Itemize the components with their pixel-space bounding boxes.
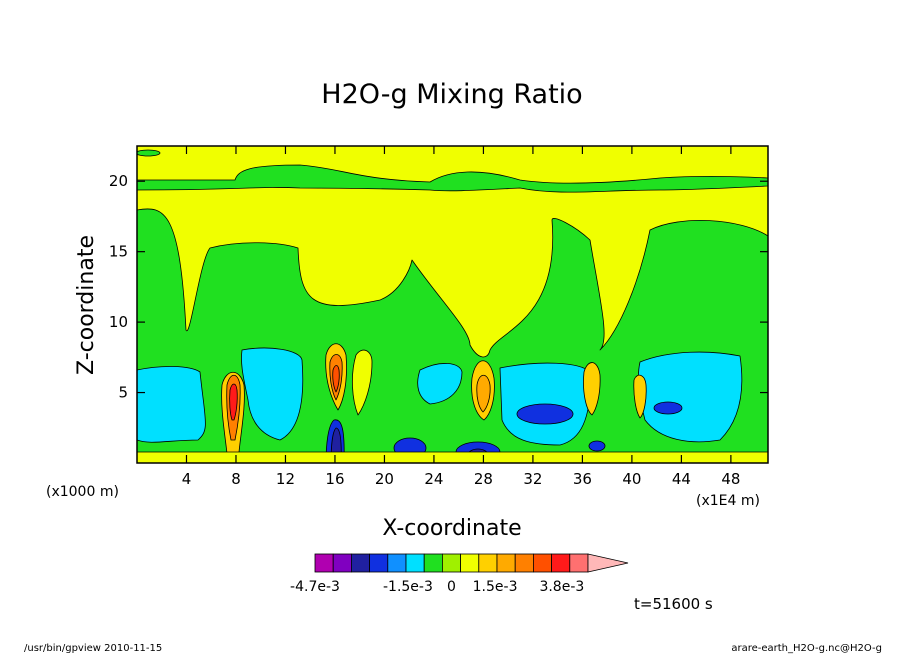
colorbar-swatch bbox=[350, 553, 370, 573]
x-tick-label: 16 bbox=[325, 470, 344, 488]
x-axis-label: X-coordinate bbox=[382, 516, 521, 541]
y-axis-ticks: 5 10 15 20 bbox=[109, 172, 768, 402]
colorbar-tick-label: 0 bbox=[447, 579, 456, 595]
contour-blue-1 bbox=[516, 403, 574, 425]
colorbar-swatch bbox=[460, 553, 480, 573]
footer-right: arare-earth_H2O-g.nc@H2O-g bbox=[731, 643, 882, 654]
time-label: t=51600 s bbox=[634, 595, 713, 613]
x-tick-label: 24 bbox=[424, 470, 443, 488]
y-tick-label: 5 bbox=[118, 384, 128, 402]
colorbar-swatch bbox=[405, 553, 425, 573]
colorbar-swatch bbox=[314, 553, 334, 573]
y-axis-label: Z-coordinate bbox=[74, 235, 99, 375]
contour-cyan-center bbox=[417, 363, 463, 405]
contour-yellow-streak bbox=[352, 349, 373, 416]
contour-blue-6 bbox=[588, 440, 606, 452]
x-tick-label: 40 bbox=[622, 470, 641, 488]
colorbar-swatch bbox=[514, 553, 534, 573]
colorbar-swatch bbox=[569, 553, 589, 573]
colorbar-labels: -4.7e-3 -1.5e-3 0 1.5e-3 3.8e-3 bbox=[290, 579, 584, 595]
contour-cyan-band bbox=[137, 366, 206, 443]
colorbar-swatch bbox=[496, 553, 516, 573]
y-unit-label: (x1E4 m) bbox=[696, 493, 760, 509]
chart-title: H2O-g Mixing Ratio bbox=[321, 79, 582, 110]
contour-cyan-mid bbox=[241, 347, 304, 441]
y-tick-label: 15 bbox=[109, 243, 128, 261]
x-unit-label: (x1000 m) bbox=[46, 484, 119, 500]
contour-green-top bbox=[137, 164, 768, 193]
colorbar-swatch bbox=[423, 553, 443, 573]
x-tick-label: 20 bbox=[375, 470, 394, 488]
contour-plume-8-red bbox=[229, 383, 238, 421]
footer-left: /usr/bin/gpview 2010-11-15 bbox=[24, 643, 162, 654]
contour-plume-16-red bbox=[332, 365, 340, 393]
contour-field bbox=[137, 146, 768, 463]
colorbar-tick-label: -4.7e-3 bbox=[290, 579, 340, 595]
x-tick-label: 36 bbox=[573, 470, 592, 488]
contour-blue-2 bbox=[653, 401, 683, 415]
x-tick-label: 32 bbox=[523, 470, 542, 488]
colorbar-swatch bbox=[369, 553, 389, 573]
colorbar-extension bbox=[587, 553, 629, 573]
colorbar-tick-label: 3.8e-3 bbox=[539, 579, 584, 595]
x-tick-label: 4 bbox=[182, 470, 192, 488]
contour-green-top-small bbox=[137, 149, 161, 157]
x-tick-label: 28 bbox=[474, 470, 493, 488]
colorbar-swatch bbox=[387, 553, 407, 573]
contour-plume-36 bbox=[583, 362, 601, 416]
colorbar-swatch bbox=[441, 553, 461, 573]
x-tick-label: 8 bbox=[231, 470, 241, 488]
colorbar-swatch bbox=[332, 553, 352, 573]
colorbar-swatch bbox=[478, 553, 498, 573]
x-tick-label: 12 bbox=[276, 470, 295, 488]
colorbar bbox=[314, 553, 629, 573]
colorbar-tick-label: -1.5e-3 bbox=[383, 579, 433, 595]
contour-plume-41 bbox=[633, 374, 647, 419]
plot-frame bbox=[136, 145, 769, 464]
contour-yellow-bottom bbox=[137, 451, 768, 463]
y-tick-label: 20 bbox=[109, 172, 128, 190]
x-tick-label: 48 bbox=[721, 470, 740, 488]
contour-plume-28-orange bbox=[476, 374, 491, 413]
colorbar-tick-label: 1.5e-3 bbox=[473, 579, 518, 595]
x-tick-label: 44 bbox=[672, 470, 691, 488]
x-axis-ticks: 4 8 12 16 20 24 28 32 36 40 44 48 bbox=[182, 146, 740, 488]
colorbar-swatch bbox=[551, 553, 571, 573]
contour-cyan-right2 bbox=[637, 351, 743, 443]
y-tick-label: 10 bbox=[109, 313, 128, 331]
colorbar-swatch bbox=[533, 553, 553, 573]
